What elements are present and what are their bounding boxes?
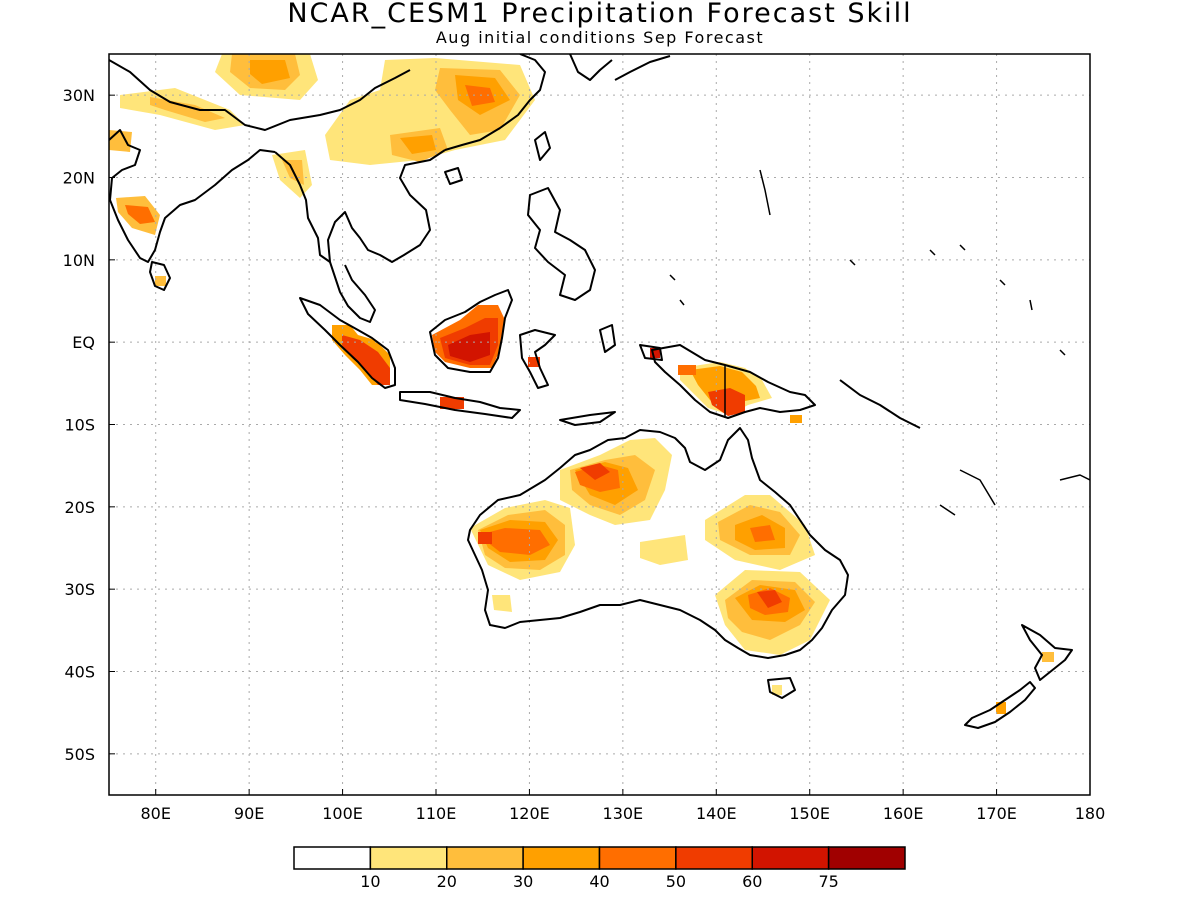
coast-borneo (429, 289, 513, 373)
shade-tibet-band-inner (150, 97, 225, 122)
colorbar: 10 20 30 40 50 60 75 (293, 846, 906, 891)
shade-sulawesi (528, 357, 540, 367)
shade-india-core (125, 205, 155, 224)
shade-png-west (678, 365, 696, 375)
shade-sumatra-core (342, 335, 390, 385)
lon-tick-label: 170E (976, 804, 1017, 823)
coast-solomons (839, 379, 921, 429)
colorbar-swatch (675, 846, 753, 870)
coast-tasmania (767, 677, 796, 699)
coast-hainan (444, 167, 463, 185)
skill-shading (109, 54, 1054, 714)
colorbar-label: 50 (666, 872, 686, 891)
shade-west-india (109, 130, 132, 152)
lat-tick-label: 20N (63, 169, 95, 188)
coast-philippines (527, 187, 596, 301)
chart-subtitle: Aug initial conditions Sep Forecast (435, 28, 765, 47)
colorbar-label: 60 (742, 872, 762, 891)
shade-png-east (790, 415, 802, 423)
shade-tasmania (772, 685, 782, 695)
colorbar-swatch (446, 846, 524, 870)
gridlines (109, 54, 1090, 795)
shade-naus-hot (580, 463, 610, 480)
coast-malay (329, 261, 376, 323)
coast-srilanka (149, 261, 171, 291)
lon-tick-label: 100E (322, 804, 363, 823)
lat-tick-label: EQ (72, 333, 95, 352)
coast-china (444, 54, 546, 151)
colorbar-swatch (827, 846, 906, 870)
shade-nz-north (1042, 652, 1054, 662)
colorbar-label: 10 (360, 872, 380, 891)
colorbar-label: 40 (589, 872, 609, 891)
coast-australia (467, 427, 849, 659)
colorbar-swatch (369, 846, 448, 870)
lat-tick-label: 40S (64, 663, 95, 682)
colorbar-swatch (751, 846, 830, 870)
coast-micronesia (669, 169, 1090, 516)
shade-waus-hot (478, 532, 492, 544)
shade-sw-aus (492, 595, 512, 612)
coast-java (399, 391, 521, 419)
coast-himalaya (109, 59, 411, 131)
shade-china-north-core (250, 60, 290, 84)
colorbar-swatch (522, 846, 601, 870)
shade-central (640, 535, 688, 565)
shade-eaus-south-hot (757, 590, 782, 608)
shade-png-core (708, 388, 745, 416)
shade-nz-south (996, 702, 1006, 714)
coast-korea-japan (569, 54, 671, 81)
lon-tick-label: 90E (234, 804, 264, 823)
coast-halmahera (599, 324, 663, 361)
colorbar-label: 30 (513, 872, 533, 891)
axis-ticks: 80E 90E 100E 110E 120E 130E 140E 150E 160E 170E 18… (63, 86, 1106, 823)
coast-nz-south (964, 681, 1036, 729)
lon-tick-label: 130E (603, 804, 644, 823)
lon-tick-label: 180 (1075, 804, 1106, 823)
colorbar-swatch (598, 846, 677, 870)
lon-tick-label: 140E (696, 804, 737, 823)
shade-halmahera (650, 348, 660, 358)
shade-srilanka (155, 276, 166, 286)
coast-india (109, 129, 276, 263)
lat-tick-label: 10N (63, 251, 95, 270)
shade-borneo-hot (448, 332, 490, 362)
coastlines (109, 54, 1090, 729)
lat-tick-label: 50S (64, 745, 95, 764)
shade-south-china-core (400, 135, 436, 154)
lon-tick-label: 150E (789, 804, 830, 823)
coast-new-guinea (651, 344, 816, 419)
coast-sumatra (299, 297, 396, 389)
lon-tick-label: 80E (140, 804, 170, 823)
coast-burma-thai (274, 149, 446, 263)
lat-tick-label: 10S (64, 416, 95, 435)
colorbar-label: 20 (437, 872, 457, 891)
chart-title: NCAR_CESM1 Precipitation Forecast Skill (287, 0, 913, 29)
lat-tick-label: 30S (64, 580, 95, 599)
lon-tick-label: 160E (883, 804, 924, 823)
lon-tick-label: 110E (416, 804, 457, 823)
coast-nz-north (1021, 624, 1073, 681)
colorbar-label: 75 (818, 872, 838, 891)
lon-tick-label: 120E (509, 804, 550, 823)
shade-java (440, 397, 464, 409)
shade-waus-core (478, 528, 550, 555)
coast-timor (559, 411, 616, 426)
colorbar-swatch (293, 846, 372, 870)
lat-tick-label: 30N (63, 86, 95, 105)
coast-sulawesi (519, 329, 556, 389)
shade-eaus-north-hot (750, 525, 775, 542)
lat-tick-label: 20S (64, 498, 95, 517)
coast-taiwan (534, 131, 551, 161)
